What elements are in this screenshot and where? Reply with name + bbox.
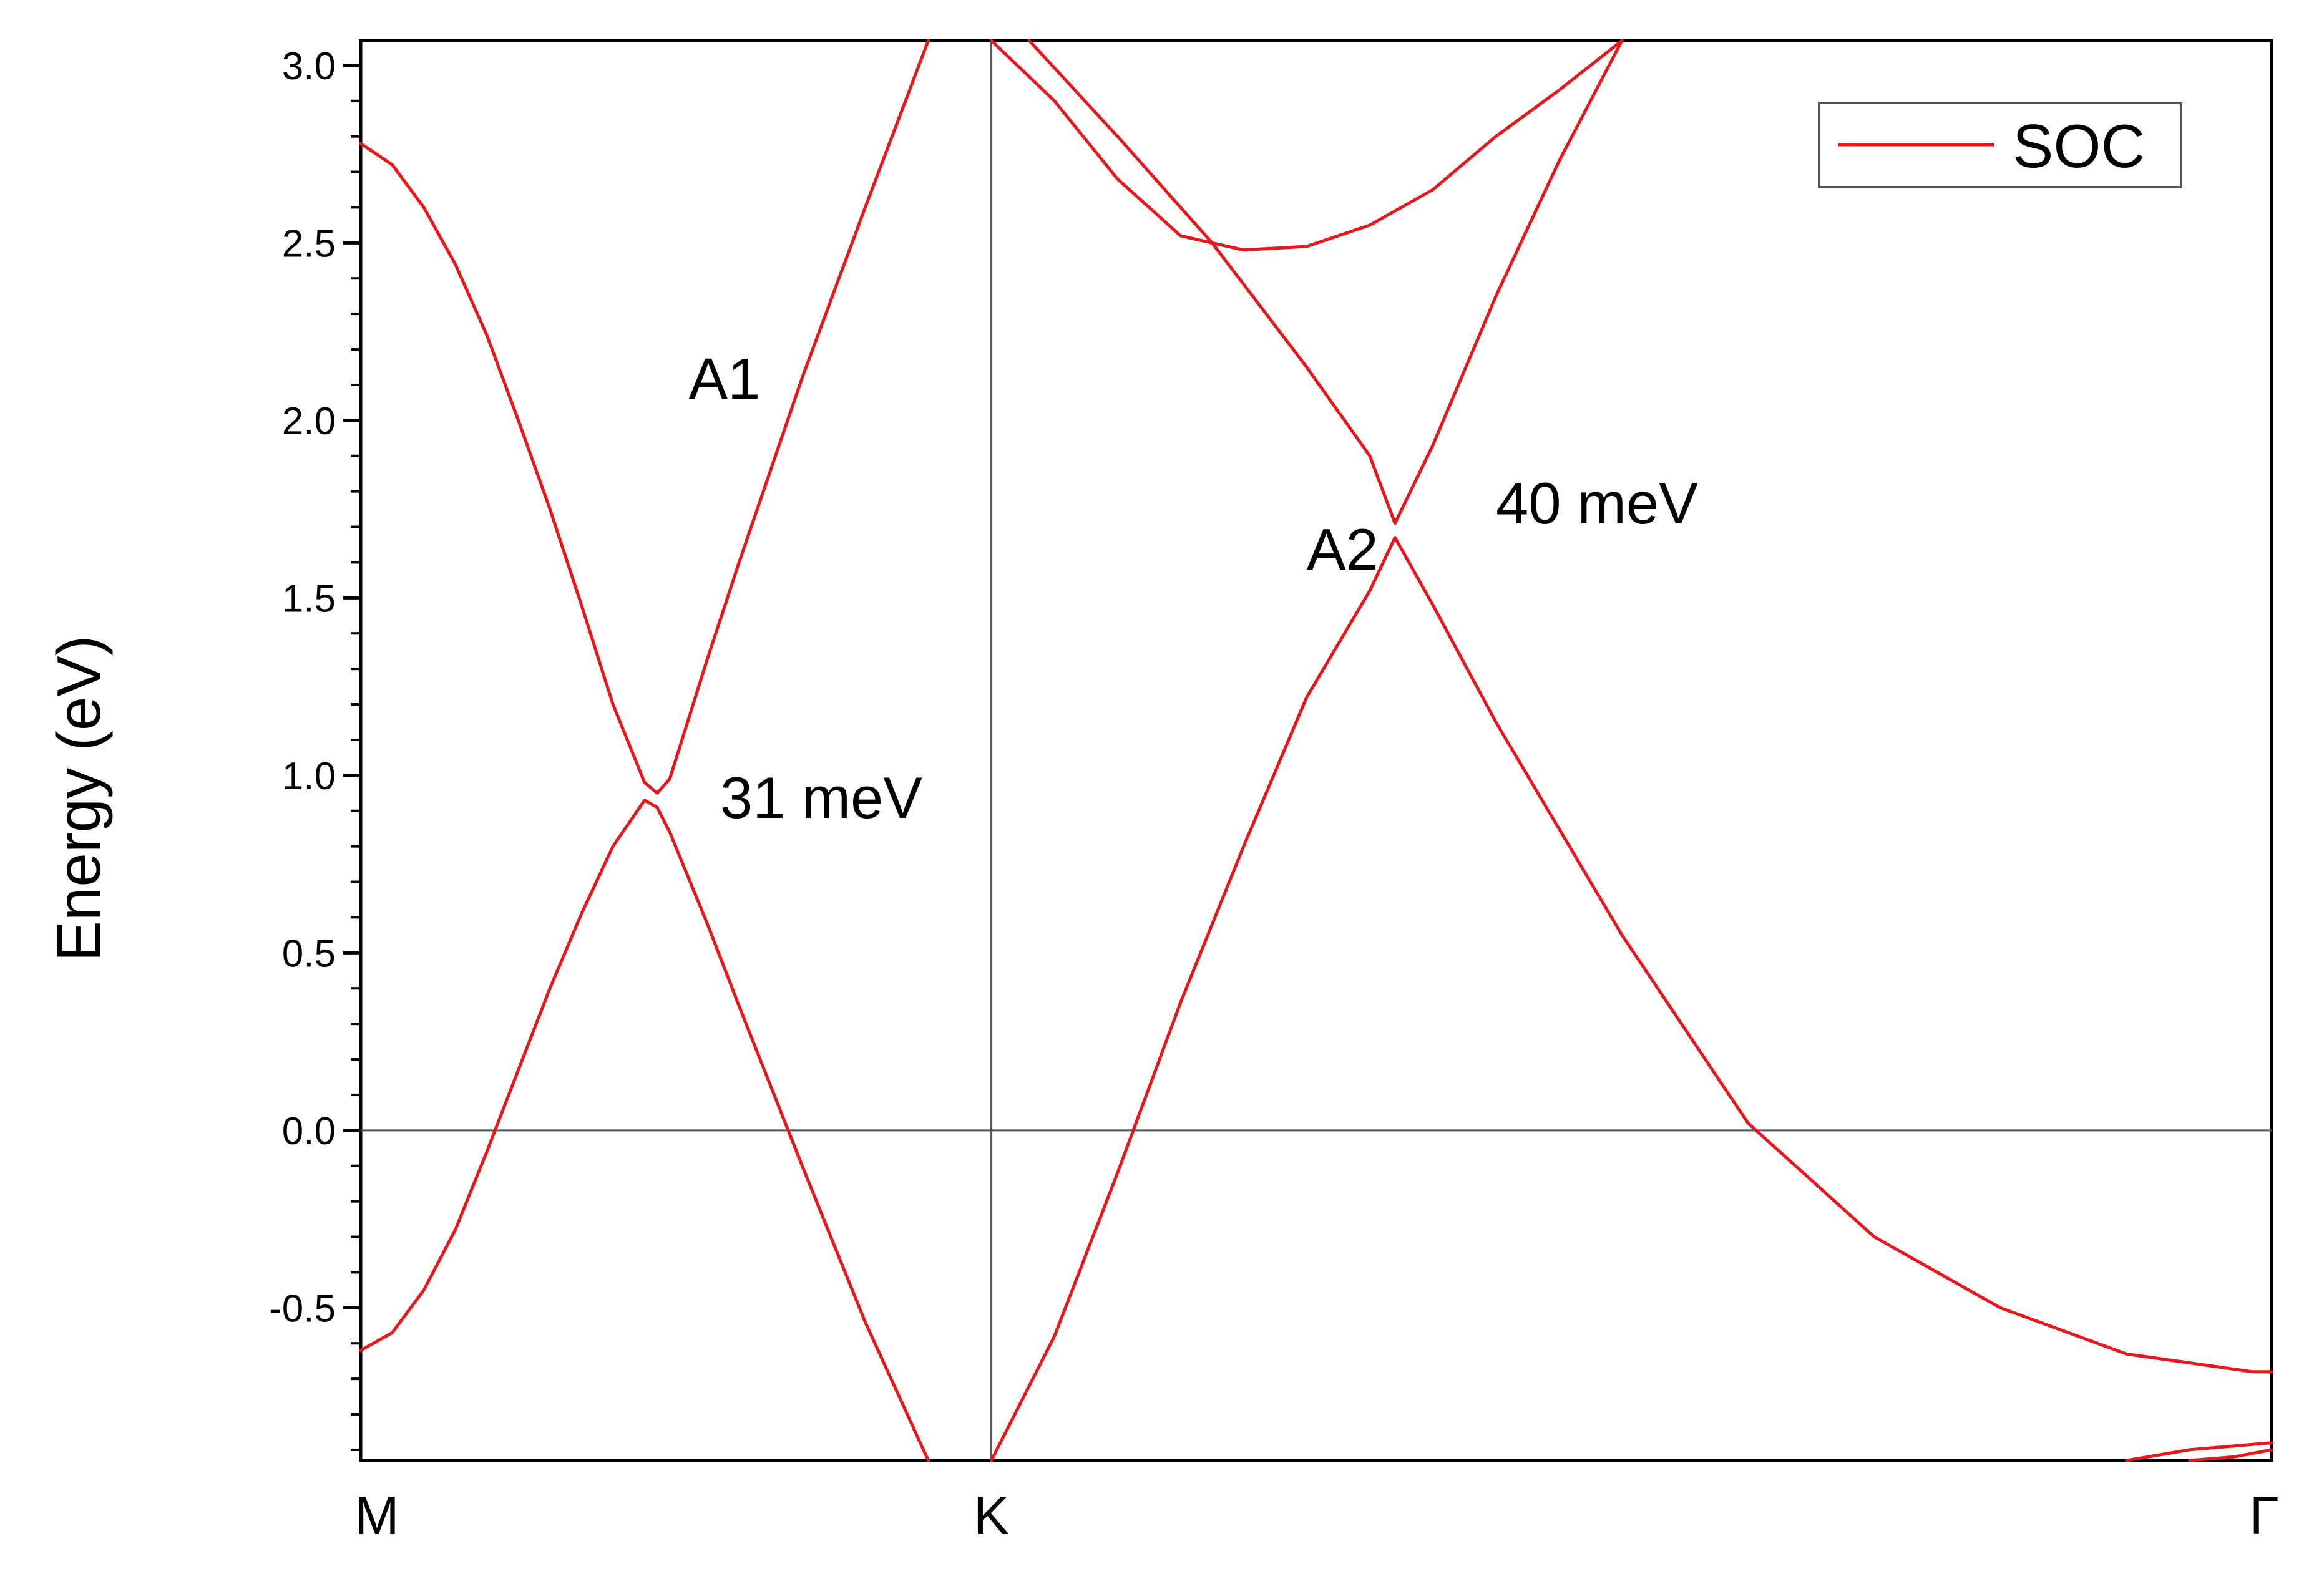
k-point-label: K <box>974 1486 1009 1546</box>
y-axis-ticks: 3.0 2.5 2.0 1.5 1.0 0.5 0.0 -0.5 <box>269 45 361 1451</box>
y-tick-label: 0.0 <box>282 1110 336 1153</box>
y-tick-label: 2.0 <box>282 400 336 443</box>
legend-label: SOC <box>2013 112 2145 180</box>
y-axis-title: Energy (eV) <box>44 636 113 962</box>
y-tick-label: 2.5 <box>282 222 336 265</box>
annotation-label: A1 <box>688 346 760 412</box>
band-lines <box>359 39 2273 1462</box>
band-line-2 <box>359 799 930 1462</box>
band-line-1 <box>359 39 930 795</box>
reference-lines <box>361 41 2272 1460</box>
band-line-4 <box>1027 39 1624 525</box>
band-line-5 <box>990 39 1624 252</box>
annotation-label: 31 meV <box>720 765 922 830</box>
annotation-label: A2 <box>1307 517 1379 582</box>
band-line-6 <box>2125 1441 2273 1462</box>
plot-frame <box>359 39 2273 1462</box>
band-line-3 <box>990 536 2273 1462</box>
y-tick-label: 1.0 <box>282 755 336 798</box>
legend: SOC <box>1818 102 2182 188</box>
annotation-label: 40 meV <box>1496 470 1698 536</box>
y-tick-label: -0.5 <box>269 1287 336 1330</box>
k-point-label: M <box>354 1486 399 1546</box>
y-tick-label: 3.0 <box>282 45 336 88</box>
band-line-7 <box>2188 1448 2273 1462</box>
annotations: A1 31 meV A2 40 meV <box>688 346 1698 830</box>
y-tick-label: 0.5 <box>282 932 336 975</box>
y-tick-label: 1.5 <box>282 577 336 620</box>
k-point-label: Γ <box>2250 1486 2279 1546</box>
